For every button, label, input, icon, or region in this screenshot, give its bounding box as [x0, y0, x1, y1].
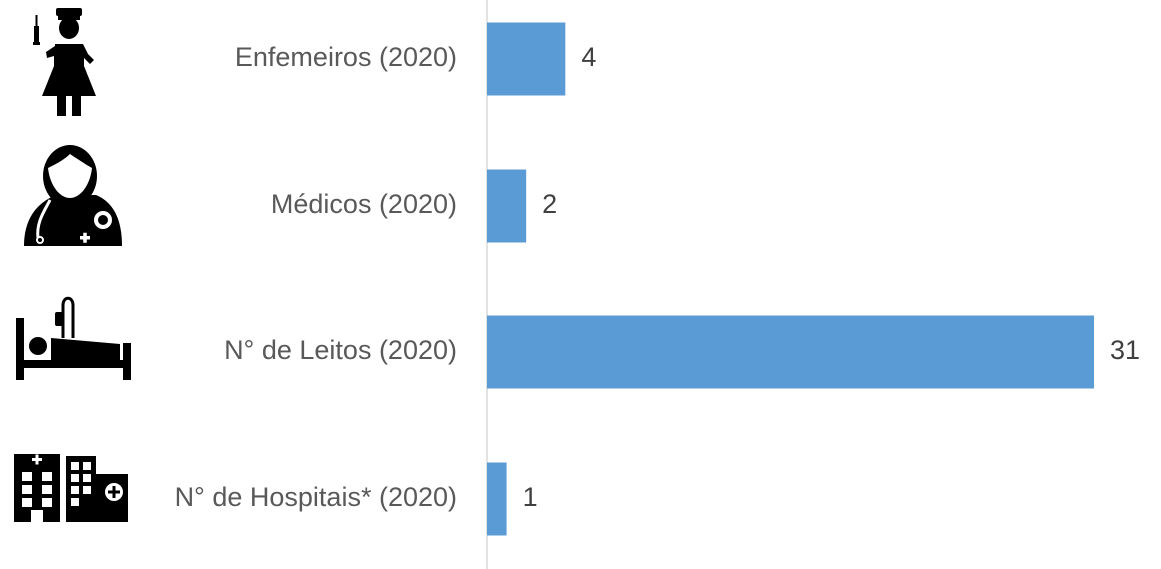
data-label: 4 [581, 42, 596, 72]
bar [487, 462, 507, 536]
category-label: Enfemeiros (2020) [235, 42, 457, 72]
data-label: 2 [542, 189, 557, 219]
doctor-icon [24, 145, 122, 246]
bar [487, 169, 527, 243]
hospital-buildings-icon [14, 454, 128, 522]
value-labels: 4 2 31 1 [523, 42, 1140, 512]
bar [487, 315, 1094, 389]
data-label: 1 [523, 482, 538, 512]
category-label: N° de Hospitais* (2020) [175, 482, 457, 512]
bar [487, 22, 566, 96]
category-icons [14, 8, 131, 522]
nurse-icon [33, 8, 96, 116]
bars [487, 22, 1094, 536]
category-label: N° de Leitos (2020) [224, 335, 457, 365]
category-labels: Enfemeiros (2020) Médicos (2020) N° de L… [175, 42, 457, 512]
category-label: Médicos (2020) [271, 189, 457, 219]
data-label: 31 [1110, 335, 1140, 365]
hospital-bed-icon [16, 296, 131, 380]
